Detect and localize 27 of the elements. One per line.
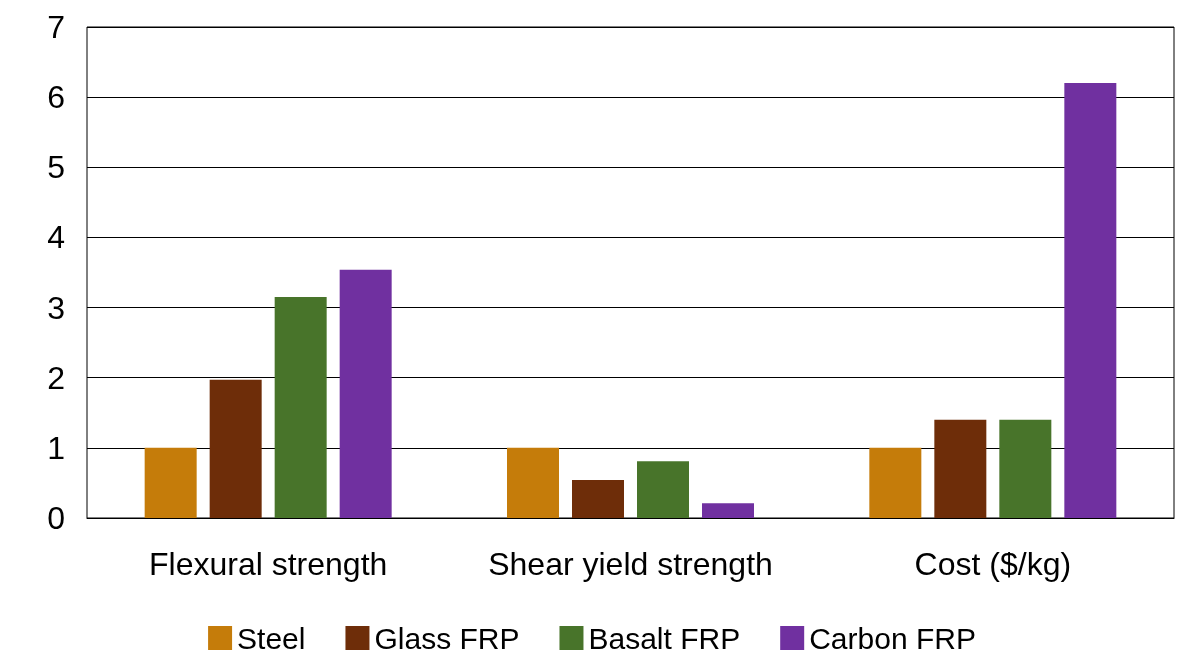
legend-label: Glass FRP	[374, 621, 520, 655]
bar	[274, 297, 327, 518]
bar	[507, 447, 559, 518]
y-tick-label: 1	[47, 429, 65, 466]
bar	[934, 419, 987, 518]
x-tick-label: Flexural strength	[149, 546, 388, 582]
bar	[209, 379, 262, 518]
bar	[1064, 83, 1117, 518]
y-tick-label: 2	[47, 359, 65, 396]
y-tick-label: 0	[47, 500, 65, 536]
bar	[572, 480, 624, 518]
bar	[144, 447, 197, 518]
x-tick-label: Cost ($/kg)	[914, 546, 1072, 582]
y-tick-label: 5	[47, 149, 65, 186]
bar	[339, 269, 392, 518]
bar	[637, 461, 689, 518]
legend-label: Carbon FRP	[809, 621, 976, 655]
y-tick-label: 4	[47, 219, 65, 256]
legend-label: Basalt FRP	[588, 621, 741, 655]
x-tick-label: Shear yield strength	[488, 546, 773, 582]
y-tick-label: 6	[47, 79, 65, 116]
bar	[999, 419, 1052, 518]
bar	[869, 447, 922, 518]
bar	[702, 503, 754, 518]
y-tick-label: 3	[47, 289, 65, 326]
legend-label: Steel	[237, 621, 306, 655]
y-tick-label: 7	[47, 9, 65, 45]
